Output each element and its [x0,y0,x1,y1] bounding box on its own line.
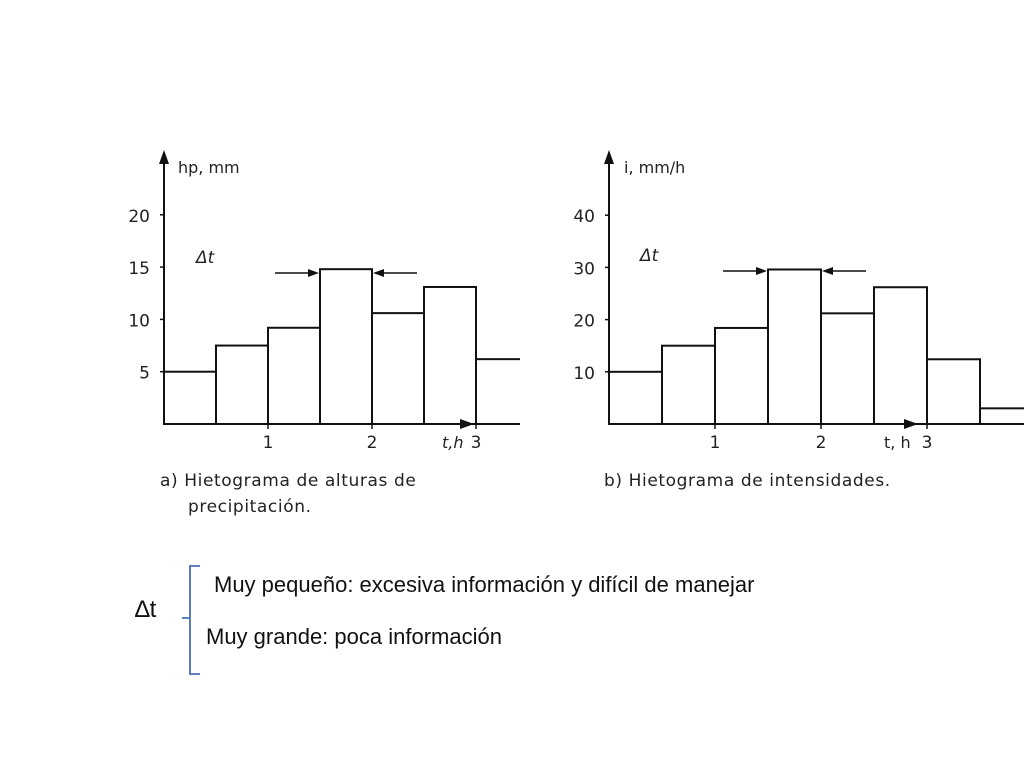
chart-a-y-tick-label: 10 [128,311,150,331]
chart-a-caption-line1: a) Hietograma de alturas de [160,471,417,491]
chart-b-xlabel: t, h [884,433,911,452]
chart-b-bars [608,268,1024,426]
chart-b-bar [873,286,928,425]
chart-a-bar [475,358,520,426]
chart-a-x-tick-label: 2 [367,433,378,453]
chart-b-bar [714,326,769,425]
chart-b-x-tick-label: 3 [922,433,933,453]
dt-label: ∆t [135,596,157,623]
chart-b-dt-label: Δt [638,246,660,266]
chart-a-dt-arrowhead-right [373,269,384,277]
chart-b-x-ticks: 1234 [710,424,933,453]
chart-a-dt-annotation: Δt [194,248,417,277]
chart-b-bar [926,358,981,425]
brace-icon [182,565,200,675]
chart-b-dt-annotation: Δt [638,246,866,275]
chart-b-y-tick-label: 20 [573,312,595,332]
chart-a-xlabel: t,h [442,433,464,452]
chart-a-y-tick-label: 5 [139,364,150,384]
chart-b-caption: b) Hietograma de intensidades. [604,468,891,494]
chart-b-bar [661,344,716,426]
chart-a-y-arrow [159,150,169,164]
chart-b-y-ticks: 10 20 30 40 [573,207,609,384]
chart-b-bar [820,312,875,425]
chart-a-caption: a) Hietograma de alturas de precipitació… [160,468,416,520]
chart-a-bar [423,285,477,425]
chart-b-ylabel: i, mm/h [624,158,685,177]
chart-a-dt-label: Δt [194,248,216,268]
chart-a-bars [163,268,520,426]
chart-a-x-tick-label: 1 [263,433,274,453]
chart-b-y-tick-label: 10 [573,364,595,384]
chart-a-caption-line2: precipitación. [188,497,312,517]
chart-b-dt-arrowhead-left [756,267,767,275]
chart-b-y-arrow [604,150,614,164]
chart-a-x-tick-label: 3 [471,433,482,453]
chart-a-y-tick-label: 15 [128,259,150,279]
note-large-interval: Muy grande: poca información [206,624,502,649]
chart-b-dt-arrowhead-right [822,267,833,275]
chart-b-x-tick-label: 1 [710,433,721,453]
note-small-interval: Muy pequeño: excesiva información y difí… [214,572,755,597]
chart-b-caption-line1: b) Hietograma de intensidades. [604,471,891,491]
chart-a-y-tick-label: 20 [128,207,150,227]
chart-b-axes [604,150,918,429]
chart-b-bar [767,268,822,425]
chart-b-bar [979,407,1024,425]
chart-b-y-tick-label: 30 [573,259,595,279]
chart-a-dt-arrowhead-left [308,269,319,277]
chart-a-ylabel: hp, mm [178,158,240,177]
chart-b-x-tick-label: 2 [816,433,827,453]
chart-b-bar [608,370,663,425]
chart-a-y-ticks: 5 10 15 20 [128,207,164,384]
chart-b-y-tick-label: 40 [573,207,595,227]
